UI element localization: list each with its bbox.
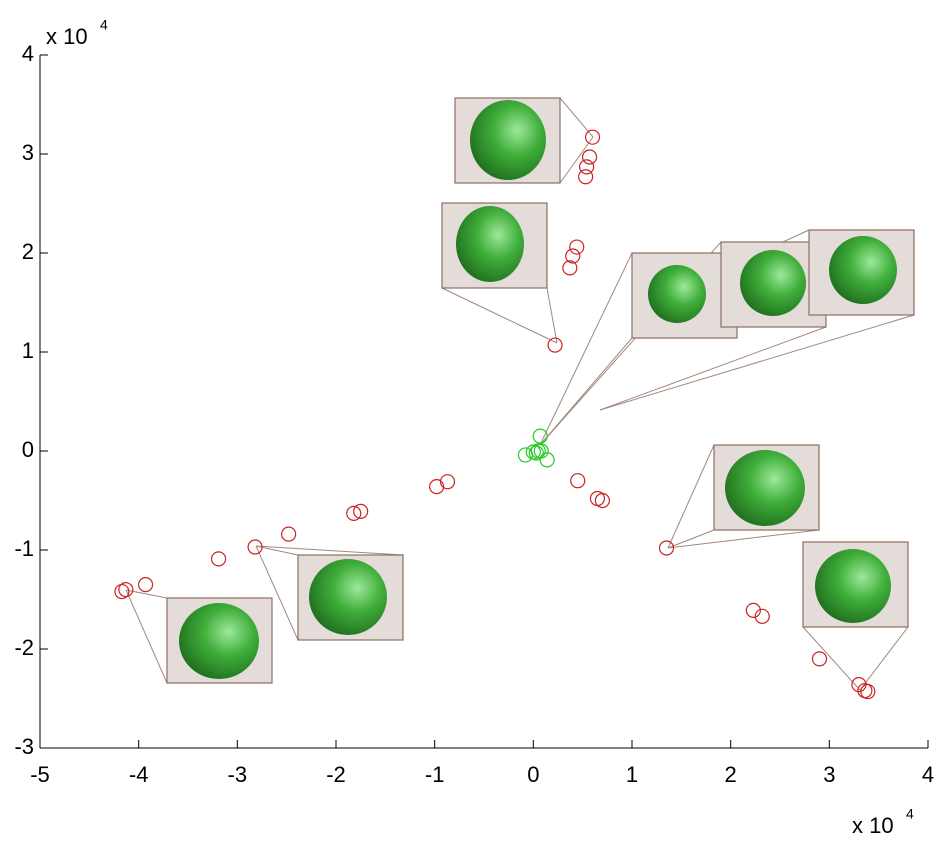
point — [346, 505, 362, 521]
point — [578, 169, 594, 185]
x-tick-label: 0 — [527, 762, 539, 787]
point — [745, 602, 761, 618]
x-tick-label: 3 — [823, 762, 835, 787]
point — [570, 473, 586, 489]
point — [353, 503, 369, 519]
point — [439, 474, 456, 490]
point — [754, 608, 770, 624]
y-tick-label: -3 — [14, 734, 34, 759]
x-tick-label: -5 — [30, 762, 50, 787]
y-tick-label: 3 — [22, 140, 34, 165]
point — [594, 492, 611, 509]
point — [247, 539, 263, 555]
x-exponent: 4 — [906, 806, 914, 822]
point — [565, 248, 581, 264]
x-multiplier: x 10 — [852, 813, 894, 838]
y-multiplier: x 10 — [46, 24, 88, 49]
x-tick-label: 4 — [922, 762, 934, 787]
point — [811, 651, 828, 667]
x-tick-label: -3 — [228, 762, 248, 787]
x-tick-label: -4 — [129, 762, 149, 787]
point — [539, 452, 555, 468]
point — [114, 583, 130, 600]
x-tick-label: 1 — [626, 762, 638, 787]
point — [429, 479, 445, 495]
point — [579, 159, 595, 175]
point — [584, 129, 601, 145]
point — [525, 444, 541, 460]
point — [517, 447, 534, 463]
y-tick-label: 1 — [22, 338, 34, 363]
point — [658, 540, 675, 556]
thumbnails — [125, 97, 915, 691]
point — [532, 428, 548, 444]
y-tick-label: 4 — [22, 41, 34, 66]
x-tick-label: -1 — [425, 762, 445, 787]
point — [860, 683, 876, 700]
y-exponent: 4 — [100, 17, 108, 33]
point — [137, 577, 154, 593]
y-tick-label: -2 — [14, 635, 34, 660]
x-tick-label: -2 — [326, 762, 346, 787]
y-tick-label: 2 — [22, 239, 34, 264]
point — [581, 149, 598, 165]
point — [562, 260, 578, 276]
point — [569, 239, 585, 255]
point — [118, 581, 134, 598]
point — [210, 551, 227, 567]
point — [547, 337, 563, 353]
x-tick-label: 2 — [725, 762, 737, 787]
point — [533, 443, 549, 459]
y-tick-label: -1 — [14, 536, 34, 561]
point — [281, 526, 297, 542]
y-tick-label: 0 — [22, 437, 34, 462]
